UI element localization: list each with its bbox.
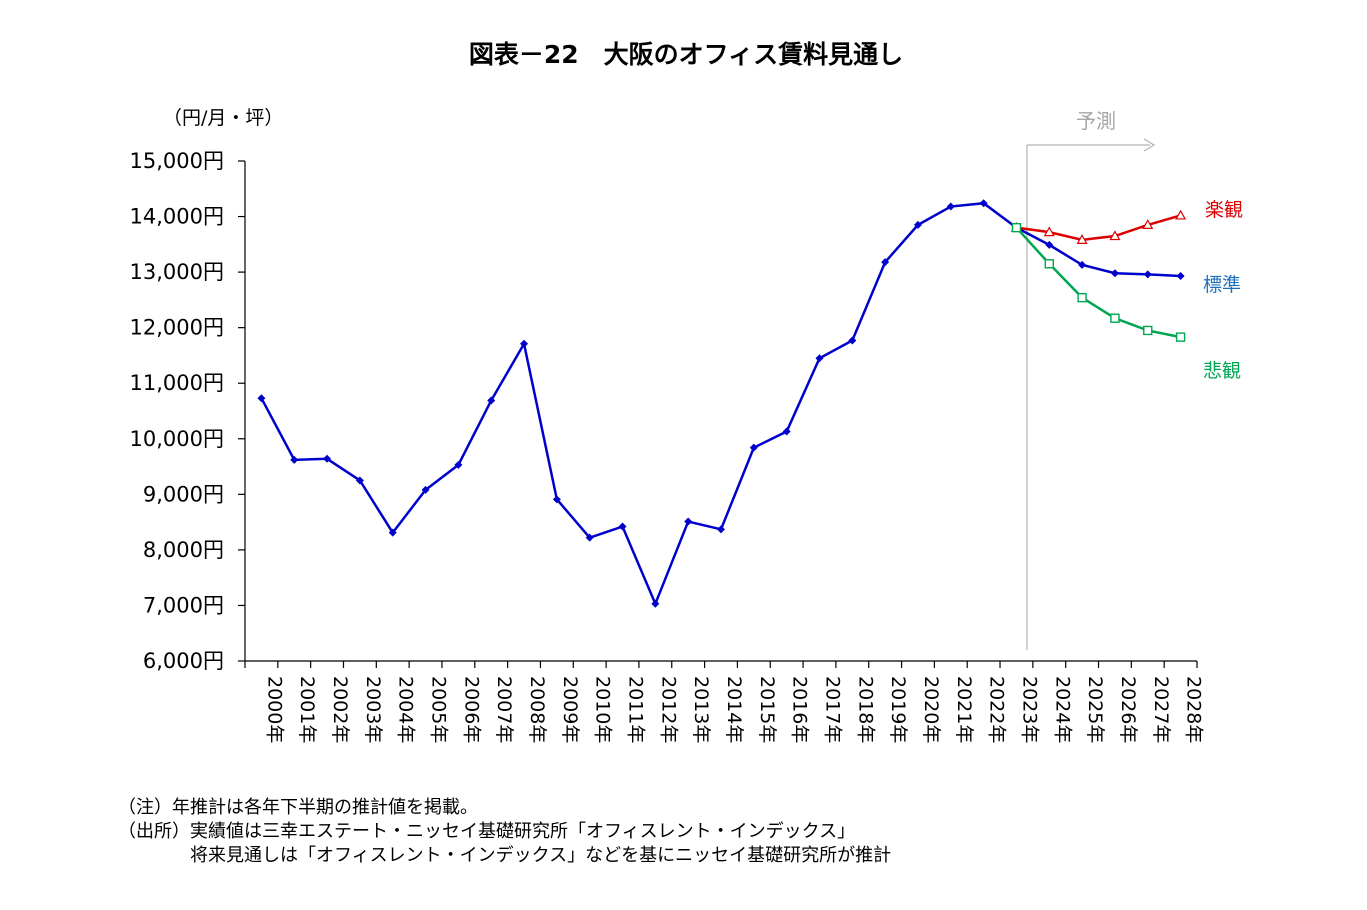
data-point	[1143, 325, 1153, 336]
x-tick-label: 2006年	[460, 676, 482, 743]
data-point	[323, 454, 332, 463]
series-label-楽観: 楽観	[1205, 199, 1243, 221]
x-tick-label: 2027年	[1150, 676, 1172, 743]
data-point	[1143, 270, 1152, 279]
x-tick-label: 2023年	[1018, 676, 1040, 743]
data-point	[388, 528, 397, 537]
x-tick-label: 2013年	[690, 676, 712, 743]
x-tick-label: 2007年	[493, 676, 515, 743]
data-point	[585, 533, 594, 542]
axes: 6,000円 7,000円 8,000円 9,000円 10,000円 11,000円 12…	[130, 149, 1205, 743]
data-point	[355, 476, 364, 485]
data-point	[913, 220, 922, 229]
data-point	[815, 354, 824, 363]
y-tick-label: 8,000円	[143, 538, 224, 562]
x-tick-label: 2008年	[526, 676, 548, 743]
x-tick-label: 2011年	[625, 676, 647, 743]
data-point	[421, 485, 430, 494]
data-point	[1011, 222, 1022, 233]
data-point	[454, 460, 463, 469]
x-tick-label: 2004年	[395, 676, 417, 743]
x-tick-label: 2028年	[1183, 676, 1205, 743]
data-point	[848, 336, 857, 345]
data-point	[552, 495, 561, 504]
chart-title: 図表－22 大阪のオフィス賃料見通し	[469, 40, 903, 69]
data-point	[1043, 226, 1055, 237]
data-point	[1175, 209, 1187, 220]
x-tick-label: 2016年	[789, 676, 811, 743]
x-tick-label: 2005年	[428, 676, 450, 743]
data-point	[979, 199, 988, 208]
data-point	[1045, 240, 1054, 249]
x-tick-label: 2000年	[263, 676, 285, 743]
series-標準	[257, 199, 1185, 608]
data-point	[1110, 269, 1119, 278]
data-point	[487, 396, 496, 405]
data-point	[651, 599, 660, 608]
y-tick-label: 14,000円	[130, 205, 224, 229]
x-tick-label: 2025年	[1084, 676, 1106, 743]
x-tick-label: 2002年	[329, 676, 351, 743]
x-tick-label: 2015年	[756, 676, 778, 743]
data-point	[1076, 234, 1088, 244]
data-point	[881, 258, 890, 267]
data-point	[520, 339, 529, 348]
x-tick-label: 2009年	[559, 676, 581, 743]
x-tick-label: 2003年	[362, 676, 384, 743]
data-point	[1176, 272, 1185, 280]
y-unit-label: （円/月・坪）	[163, 107, 283, 129]
x-tick-label: 2010年	[592, 676, 614, 743]
data-point	[1078, 260, 1087, 269]
series-layer	[257, 199, 1187, 608]
data-point	[717, 525, 725, 534]
series-悲観	[1011, 222, 1186, 342]
y-tick-label: 13,000円	[130, 260, 224, 284]
x-tick-label: 2012年	[657, 676, 679, 743]
data-point	[946, 202, 955, 211]
data-point	[257, 394, 266, 403]
series-line	[1016, 214, 1181, 242]
data-point	[1109, 230, 1121, 241]
y-tick-label: 15,000円	[130, 149, 224, 173]
note-forecast-line: 将来見通しは「オフィスレント・インデックス」などを基にニッセイ基礎研究所が推計	[118, 845, 892, 866]
data-point	[1175, 332, 1186, 342]
x-tick-label: 2019年	[887, 676, 909, 743]
data-point	[749, 443, 758, 452]
y-tick-label: 10,000円	[130, 427, 224, 451]
data-point	[782, 427, 791, 436]
data-point	[1110, 313, 1120, 323]
data-point	[684, 517, 693, 526]
series-line	[1015, 226, 1181, 339]
data-point	[1077, 292, 1087, 303]
x-tick-label: 2018年	[854, 676, 876, 743]
x-tick-label: 2020年	[920, 676, 942, 743]
y-tick-label: 9,000円	[143, 482, 224, 506]
forecast-arrow-head	[1143, 138, 1156, 152]
y-tick-label: 11,000円	[130, 371, 224, 395]
x-tick-label: 2022年	[986, 676, 1008, 743]
series-line	[260, 201, 1181, 608]
x-tick-label: 2001年	[296, 676, 318, 743]
forecast-label: 予測	[1076, 109, 1116, 133]
note-line-1: （注）年推計は各年下半期の推計値を掲載。	[118, 797, 478, 818]
x-tick-label: 2021年	[953, 676, 975, 743]
series-label-標準: 標準	[1203, 274, 1241, 296]
data-point	[1142, 219, 1154, 229]
data-point	[290, 455, 299, 464]
note-source-line: （出所）実績値は三幸エステート・ニッセイ基礎研究所「オフィスレント・インデックス…	[118, 821, 856, 842]
data-point	[618, 522, 627, 531]
x-tick-label: 2024年	[1051, 676, 1073, 743]
forecast-marker: 予測	[1026, 109, 1156, 650]
y-tick-label: 6,000円	[143, 649, 224, 673]
series-label-悲観: 悲観	[1203, 360, 1241, 382]
x-tick-label: 2017年	[821, 676, 843, 743]
y-tick-label: 7,000円	[143, 593, 224, 617]
y-tick-label: 12,000円	[130, 316, 224, 340]
x-tick-label: 2026年	[1117, 676, 1139, 743]
data-point	[1044, 259, 1054, 269]
x-tick-label: 2014年	[723, 676, 745, 743]
